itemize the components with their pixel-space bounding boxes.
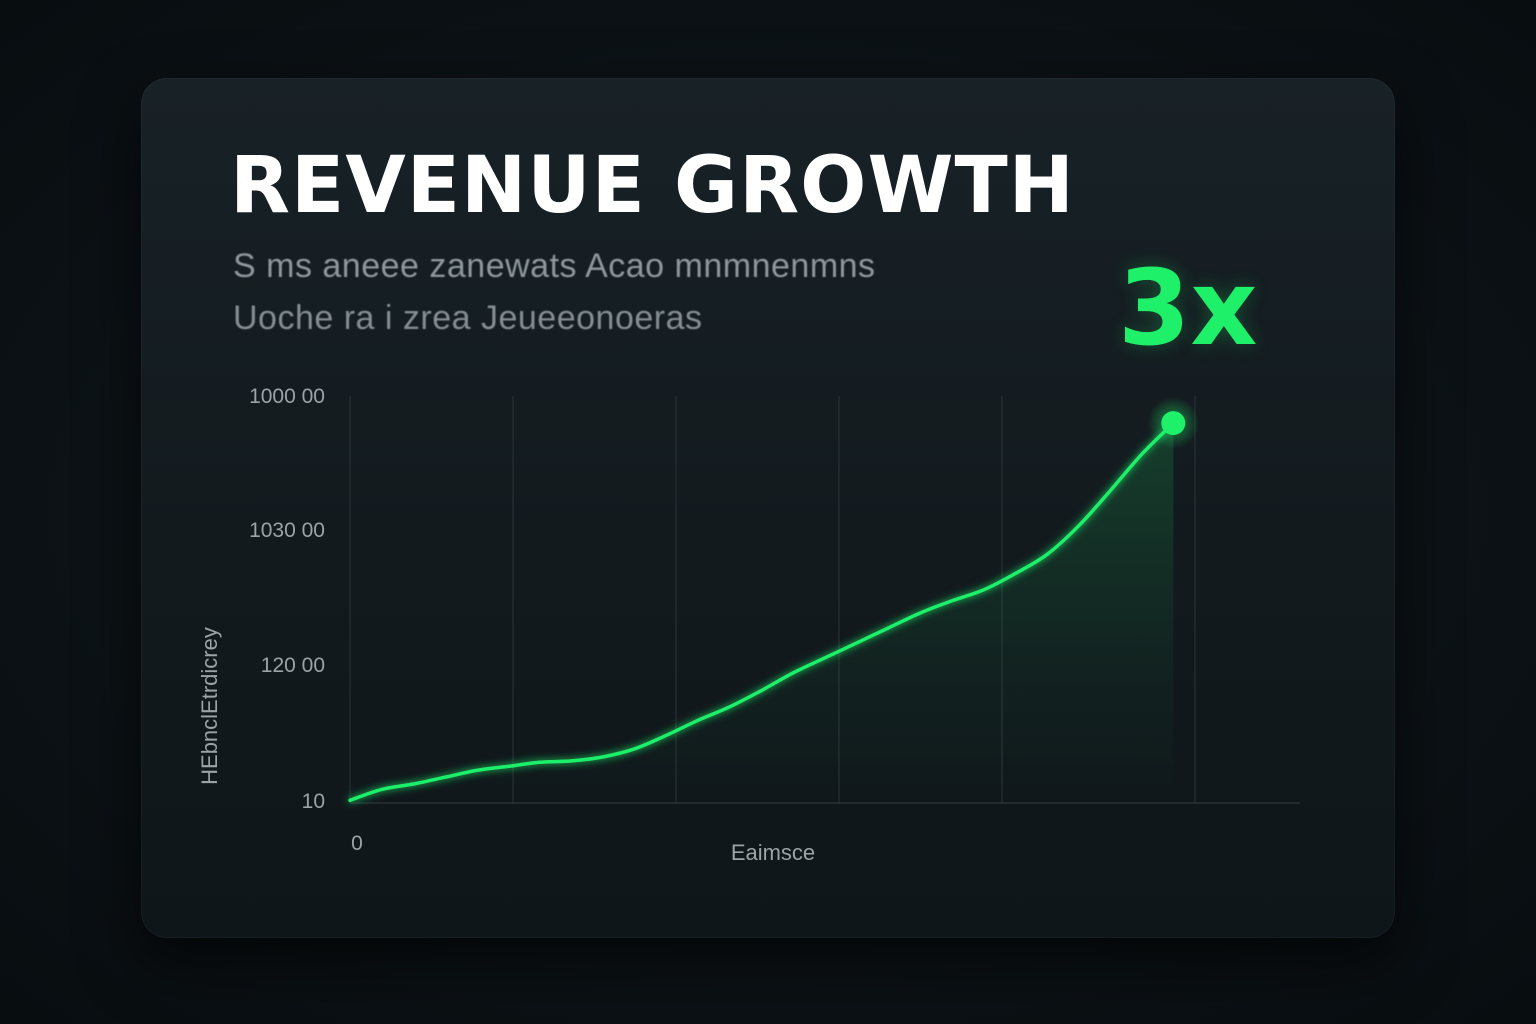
data-point bbox=[539, 761, 542, 764]
data-point bbox=[570, 759, 573, 762]
data-point bbox=[824, 656, 827, 659]
data-point bbox=[602, 755, 605, 758]
end-marker-dot bbox=[1161, 411, 1186, 436]
data-point bbox=[887, 627, 890, 630]
data-point bbox=[1045, 553, 1048, 556]
y-tick-label: 1000 00 bbox=[249, 385, 325, 408]
growth-multiplier: 3x bbox=[1118, 247, 1258, 369]
data-point bbox=[380, 788, 383, 791]
data-point bbox=[792, 671, 795, 674]
data-point bbox=[1077, 525, 1080, 528]
data-point bbox=[665, 734, 668, 737]
data-point bbox=[697, 719, 700, 722]
y-tick-label: 10 bbox=[302, 790, 325, 813]
data-point bbox=[982, 589, 985, 592]
data-point bbox=[855, 641, 858, 644]
data-point bbox=[1014, 572, 1017, 575]
y-tick-label: 120 00 bbox=[261, 654, 325, 677]
y-tick-label: 1030 00 bbox=[249, 519, 325, 542]
x-tick-label: 0 bbox=[351, 832, 363, 855]
data-point bbox=[507, 765, 510, 768]
data-point bbox=[444, 776, 447, 779]
series-area-fill bbox=[350, 423, 1174, 803]
data-point bbox=[1140, 453, 1143, 456]
chart-title: REVENUE GROWTH bbox=[230, 141, 1075, 231]
series-line bbox=[348, 421, 1176, 803]
series-layer bbox=[348, 397, 1200, 803]
data-point bbox=[412, 783, 415, 786]
x-axis-title: Eaimsce bbox=[731, 840, 815, 865]
data-point bbox=[950, 599, 953, 602]
data-point bbox=[760, 689, 763, 692]
label-layer: 1000 00 1030 00 120 00 10 0 Eaimsce HEbnclEtrd… bbox=[197, 385, 815, 865]
subtitle-line-1: S ms aneee zanewats Acao mnmnenmns bbox=[233, 247, 876, 285]
subtitle-line-2: Uoche ra i zrea Jeueeonoeras bbox=[233, 299, 703, 337]
data-point bbox=[475, 769, 478, 772]
data-point bbox=[729, 705, 732, 708]
data-point bbox=[634, 747, 637, 750]
data-point bbox=[349, 799, 352, 802]
data-point bbox=[1109, 490, 1112, 493]
y-axis-title: HEbnclEtrdicrey bbox=[197, 627, 222, 785]
data-point bbox=[919, 612, 922, 615]
